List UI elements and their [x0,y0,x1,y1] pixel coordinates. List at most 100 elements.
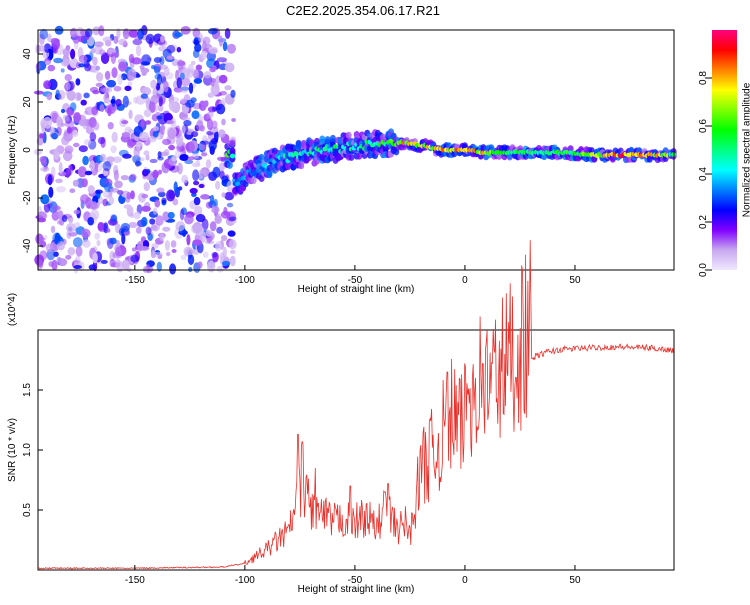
spectrogram-cell [52,232,62,245]
spectrogram-cell [109,196,115,205]
spectrogram-cell [70,48,76,60]
spectrogram-cell [164,240,170,251]
spectrogram-cell [184,159,194,165]
spectrogram-cell [92,56,98,66]
spectrogram-cell [224,28,231,39]
spectrogram-cell [229,255,236,267]
spectrogram-cell [201,144,207,152]
spectrogram-cell [207,261,216,273]
spectrogram-cell [90,209,100,221]
spectrogram-cell [64,74,73,82]
spectrogram-cell [84,63,92,72]
spectrogram-cell [184,214,194,225]
spectrogram-y-ticks: -40 -20 0 20 40 [22,48,43,253]
spectrogram-cell [213,198,218,209]
spectrogram-cell [70,102,77,112]
colorbar-gradient [712,30,737,270]
spectrogram-cell [66,90,76,101]
spectrogram-cell [122,153,132,159]
spectrogram-cell [87,216,94,226]
spectrogram-cell [66,82,71,91]
spectrogram-cell [139,64,145,70]
spectrogram-cell [162,226,171,232]
spectrogram-cell [78,63,86,68]
spectrogram-cell [154,65,161,74]
spectrogram-cell [165,251,171,257]
spectrogram-cell [77,166,87,178]
spectrogram-cell [193,69,200,80]
spectrogram-cell [167,211,175,219]
spectrogram-cell [122,28,130,40]
spectrogram-cell [130,254,140,263]
spectrogram-cell [118,61,128,72]
spectrogram-cell [98,25,105,37]
spectrogram-cell [135,44,142,57]
spectrogram-cell [111,67,118,79]
spectrogram-cell [141,54,152,66]
spectrogram-cell [92,64,100,74]
spectrogram-cell [90,160,95,171]
spectrogram-cell [188,82,194,94]
spectrogram-cell [162,211,170,221]
spectrogram-cell [113,169,119,182]
spectrogram-cell [114,259,121,268]
spectrogram-cell [52,205,61,211]
spectrogram-cell [156,115,163,120]
spectrogram-cell [73,142,80,148]
spectrogram-cell [47,33,52,43]
spectrogram-cell [195,64,203,71]
spectrogram-cell [156,261,162,272]
spectrogram-cell [216,57,227,63]
spectrogram-cell [169,263,177,275]
spectrogram-cell [105,98,111,103]
spectrogram-cell [102,161,112,172]
spectrogram-cell [250,177,257,184]
spectrogram-cell [192,162,201,168]
spectrogram-cell [47,174,53,186]
spectrogram-cell [157,39,168,47]
spectrogram-cell [44,61,51,65]
spectrogram-cell [228,239,237,250]
spectrogram-ridge-cell [229,153,236,159]
spectrogram-cell [55,178,63,184]
spectrogram-cell [112,156,123,162]
spectrogram-cell [128,29,138,38]
spectrogram-cell [73,265,82,269]
spectrogram-cell [211,252,218,258]
spectrogram-cell [215,241,222,252]
spectrogram-cell [205,229,213,237]
spectrogram-cell [100,259,108,264]
spectrogram-x-tick-label: 50 [569,275,581,286]
spectrogram-cell [180,254,187,260]
spectrogram-cell [222,41,228,52]
spectrogram-cell [51,259,58,271]
spectrogram-cell [55,89,60,99]
spectrogram-cell [149,158,158,164]
spectrogram-cell [69,188,76,193]
spectrogram-cell [170,240,177,248]
spectrogram-cell [166,189,175,202]
spectrogram-cell [37,259,44,268]
spectrogram-cell [75,78,81,86]
spectrogram-cell [193,78,203,84]
spectrogram-cell [114,180,123,189]
snr-panel: -150 -100 -50 0 50 0.5 1.0 1.5 Height of strai… [7,240,675,595]
spectrogram-cell [57,210,64,219]
spectrogram-cell [206,118,214,131]
spectrogram-cell [109,187,120,193]
spectrogram-cell [64,145,74,154]
snr-x-label: Height of straight line (km) [298,584,415,595]
spectrogram-cell [72,179,79,187]
spectrogram-cell [122,95,129,108]
spectrogram-cell [109,237,117,245]
spectrogram-cell [168,99,176,112]
spectrogram-cell [37,217,46,223]
spectrogram-cell [126,192,131,200]
spectrogram-cell [102,87,113,93]
spectrogram-cell [83,139,92,146]
spectrogram-cell [154,199,161,208]
spectrogram-cell [187,156,195,161]
colorbar-tick-label: 0.4 [698,167,709,181]
spectrogram-cell [135,226,142,234]
spectrogram-cell [128,128,134,134]
